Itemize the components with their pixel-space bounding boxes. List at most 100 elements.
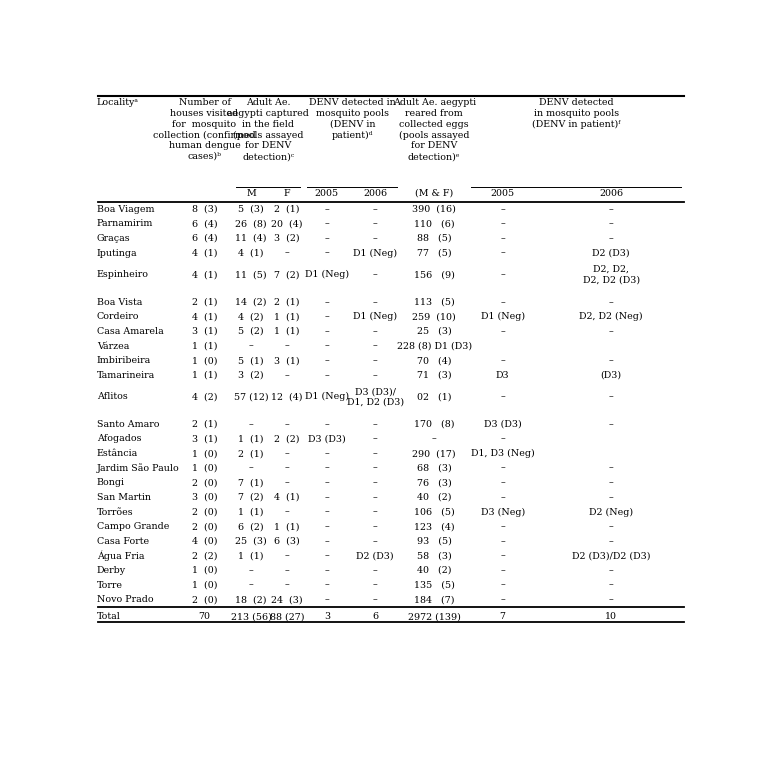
Text: 3: 3 [324, 612, 330, 621]
Text: 5  (2): 5 (2) [238, 327, 264, 336]
Text: 88   (5): 88 (5) [417, 234, 451, 243]
Text: –: – [324, 566, 330, 575]
Text: –: – [609, 420, 613, 429]
Text: –: – [609, 327, 613, 336]
Text: 4  (2): 4 (2) [238, 313, 264, 321]
Text: 4  (1): 4 (1) [274, 493, 300, 502]
Text: 93   (5): 93 (5) [417, 536, 452, 546]
Text: 8  (3): 8 (3) [192, 205, 218, 214]
Text: 228 (8) D1 (D3): 228 (8) D1 (D3) [396, 341, 472, 351]
Text: 156   (9): 156 (9) [414, 270, 454, 279]
Text: 6: 6 [372, 612, 378, 621]
Text: –: – [324, 298, 330, 307]
Text: Novo Prado: Novo Prado [97, 595, 154, 604]
Text: 4  (0): 4 (0) [192, 536, 218, 546]
Text: –: – [324, 420, 330, 429]
Text: –: – [500, 522, 505, 531]
Text: 2005: 2005 [315, 189, 339, 198]
Text: 26  (8): 26 (8) [235, 219, 267, 228]
Text: 4  (1): 4 (1) [192, 313, 218, 321]
Text: 6  (3): 6 (3) [274, 536, 300, 546]
Text: 3  (2): 3 (2) [274, 234, 300, 243]
Text: 7  (1): 7 (1) [238, 478, 264, 488]
Text: –: – [285, 464, 289, 473]
Text: 106   (5): 106 (5) [414, 508, 454, 516]
Text: Derby: Derby [97, 566, 126, 575]
Text: M: M [247, 189, 256, 198]
Text: –: – [373, 464, 377, 473]
Text: –: – [373, 449, 377, 458]
Text: –: – [500, 434, 505, 444]
Text: –: – [373, 327, 377, 336]
Text: 170   (8): 170 (8) [414, 420, 454, 429]
Text: D2 (Neg): D2 (Neg) [589, 508, 633, 516]
Text: –: – [500, 205, 505, 214]
Text: 18  (2): 18 (2) [235, 595, 267, 604]
Text: 1  (1): 1 (1) [274, 522, 300, 531]
Text: 2006: 2006 [363, 189, 387, 198]
Text: 259  (10): 259 (10) [412, 313, 456, 321]
Text: Torre: Torre [97, 580, 123, 590]
Text: 1  (0): 1 (0) [192, 464, 218, 473]
Text: 1  (0): 1 (0) [192, 580, 218, 590]
Text: 4  (1): 4 (1) [192, 270, 218, 279]
Text: 14  (2): 14 (2) [235, 298, 267, 307]
Text: Boa Viagem: Boa Viagem [97, 205, 154, 214]
Text: –: – [373, 356, 377, 365]
Text: –: – [609, 205, 613, 214]
Text: Várzea: Várzea [97, 341, 129, 351]
Text: –: – [285, 580, 289, 590]
Text: –: – [373, 580, 377, 590]
Text: 2  (1): 2 (1) [238, 449, 264, 458]
Text: –: – [609, 595, 613, 604]
Text: –: – [609, 464, 613, 473]
Text: D1, D3 (Neg): D1, D3 (Neg) [471, 449, 534, 458]
Text: Adult Ae.
aegypti captured
in the field
(pools assayed
for DENV
detection)ᶜ: Adult Ae. aegypti captured in the field … [228, 98, 309, 161]
Text: –: – [373, 522, 377, 531]
Text: Localityᵃ: Localityᵃ [97, 98, 139, 108]
Text: 290  (17): 290 (17) [412, 449, 456, 458]
Text: Estância: Estância [97, 449, 139, 458]
Text: D1 (Neg): D1 (Neg) [305, 270, 349, 279]
Text: 1  (1): 1 (1) [192, 371, 218, 380]
Text: 4  (1): 4 (1) [238, 248, 264, 258]
Text: 5  (3): 5 (3) [238, 205, 264, 214]
Text: 213 (56): 213 (56) [231, 612, 272, 621]
Text: 2  (1): 2 (1) [192, 298, 218, 307]
Text: –: – [324, 551, 330, 560]
Text: –: – [324, 508, 330, 516]
Text: –: – [609, 536, 613, 546]
Text: 2  (0): 2 (0) [192, 595, 218, 604]
Text: –: – [373, 371, 377, 380]
Text: –: – [373, 298, 377, 307]
Text: –: – [285, 248, 289, 258]
Text: Number of
houses visited
for  mosquito
collection (confirmed
human dengue
cases): Number of houses visited for mosquito co… [153, 98, 256, 161]
Text: D1 (Neg): D1 (Neg) [353, 312, 397, 321]
Text: 40   (2): 40 (2) [417, 566, 451, 575]
Text: 2  (1): 2 (1) [192, 420, 218, 429]
Text: 1  (1): 1 (1) [274, 327, 300, 336]
Text: Iputinga: Iputinga [97, 248, 138, 258]
Text: 7  (2): 7 (2) [238, 493, 264, 502]
Text: (M & F): (M & F) [415, 189, 454, 198]
Text: –: – [373, 536, 377, 546]
Text: –: – [324, 219, 330, 228]
Text: 2  (2): 2 (2) [274, 434, 300, 444]
Text: 1  (1): 1 (1) [238, 434, 264, 444]
Text: –: – [285, 420, 289, 429]
Text: D1 (Neg): D1 (Neg) [353, 248, 397, 258]
Text: –: – [500, 327, 505, 336]
Text: Torrões: Torrões [97, 508, 133, 516]
Text: 135   (5): 135 (5) [414, 580, 454, 590]
Text: Graças: Graças [97, 234, 131, 243]
Text: 71   (3): 71 (3) [417, 371, 451, 380]
Text: –: – [324, 371, 330, 380]
Text: 3  (0): 3 (0) [192, 493, 218, 502]
Text: –: – [500, 478, 505, 488]
Text: –: – [285, 371, 289, 380]
Text: San Martin: San Martin [97, 493, 151, 502]
Text: –: – [373, 219, 377, 228]
Text: 3  (1): 3 (1) [192, 327, 218, 336]
Text: 12  (4): 12 (4) [271, 392, 303, 402]
Text: –: – [249, 420, 253, 429]
